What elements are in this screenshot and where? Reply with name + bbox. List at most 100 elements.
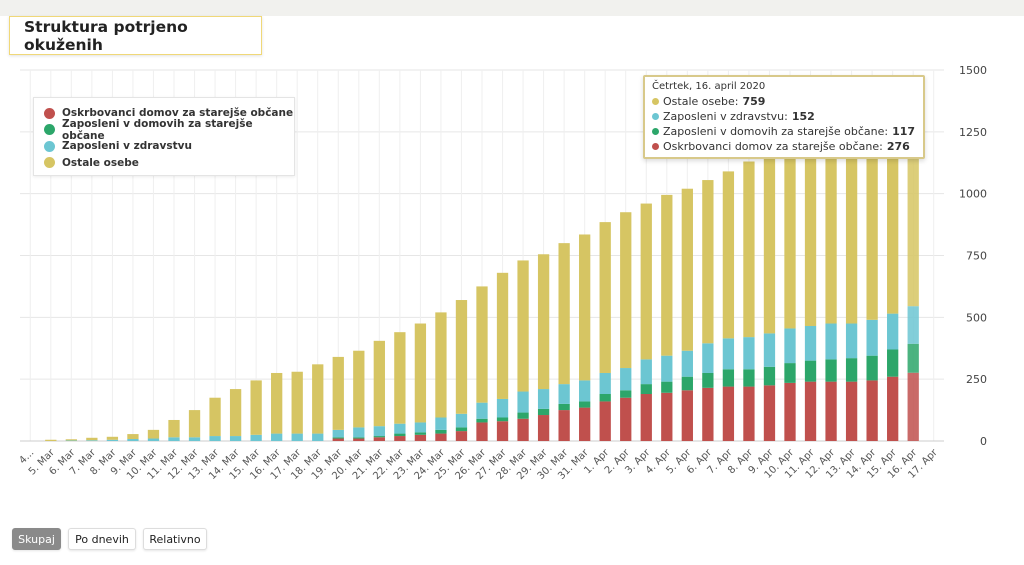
legend-item-ostale-osebe[interactable]: Ostale osebe [44, 155, 294, 172]
y-tick-label: 1500 [959, 64, 987, 77]
bar-segment [640, 203, 652, 360]
bar-segment [825, 359, 837, 382]
bar-segment [681, 188, 693, 351]
bar-segment [640, 384, 652, 395]
bar-segment [845, 105, 858, 324]
bar-segment [804, 325, 817, 361]
bar-segment [599, 394, 611, 402]
bar-segment [887, 349, 899, 377]
bar-segment [722, 338, 735, 370]
bar-segment [250, 434, 262, 441]
bar-segment [188, 410, 201, 438]
bar-segment [517, 418, 529, 441]
bar-segment [106, 439, 119, 441]
bar-segment [661, 194, 673, 356]
skupaj-button[interactable]: Skupaj [12, 528, 61, 550]
bar-segment [579, 401, 591, 408]
legend-item-zaposleni-zdravstvo[interactable]: Zaposleni v zdravstvu [44, 138, 294, 155]
relativno-button[interactable]: Relativno [143, 528, 207, 550]
bar-segment [188, 437, 201, 441]
tooltip-row: Oskrbovanci domov za starejše občane:276 [652, 139, 923, 154]
bar-segment [517, 391, 529, 413]
bar-segment [681, 376, 693, 391]
bar-segment [784, 382, 796, 441]
bar-segment [907, 118, 919, 307]
bar-segment [353, 437, 365, 439]
bar-segment [373, 426, 385, 437]
y-tick-label: 500 [966, 311, 987, 324]
bar-segment [455, 431, 468, 441]
bar-segment [271, 433, 283, 441]
bar-segment [353, 427, 365, 438]
bar-segment [455, 413, 468, 428]
bar-segment [496, 421, 509, 441]
po-dnevih-button[interactable]: Po dnevih [68, 528, 136, 550]
y-tick-label: 1000 [959, 188, 987, 201]
bar-segment [86, 440, 98, 441]
bar-segment [722, 386, 735, 441]
bar-segment [681, 390, 693, 441]
bar-segment [353, 350, 365, 428]
bar-segment [743, 337, 755, 370]
tooltip-value: 152 [791, 110, 815, 123]
bar-segment [414, 422, 427, 433]
bar-segment [312, 364, 324, 434]
y-tick-label: 0 [980, 435, 987, 448]
bar-segment [45, 439, 57, 441]
bar-segment [784, 135, 796, 329]
bar-segment [373, 436, 385, 438]
bar-segment [763, 366, 776, 386]
legend-item-oskrbovanci[interactable]: Oskrbovanci domov za starejše občane [44, 105, 294, 122]
bar-segment [558, 410, 570, 441]
bar-segment [599, 401, 611, 441]
bar-segment [804, 381, 817, 441]
bar-segment [599, 372, 611, 395]
bar-segment [907, 343, 919, 373]
bar-segment [332, 356, 344, 430]
bar-segment [866, 98, 878, 320]
tooltip-dot [652, 113, 659, 120]
bar-segment [661, 381, 673, 393]
bar-segment [599, 222, 611, 373]
tooltip-value: 117 [892, 125, 916, 138]
bar-segment [866, 355, 878, 381]
bar-segment [681, 350, 693, 377]
legend-item-zaposleni-domovi[interactable]: Zaposleni v domovih za starejše občane [44, 118, 294, 142]
bar-segment [537, 254, 550, 390]
tooltip-label: Oskrbovanci domov za starejše občane [663, 140, 880, 153]
bar-segment [106, 436, 119, 440]
tooltip-label: Ostale osebe [663, 95, 735, 108]
legend-dot [44, 107, 55, 119]
bar-segment [394, 423, 406, 434]
bar-segment [866, 319, 878, 356]
bar-segment [620, 368, 632, 391]
tooltip-dot [652, 128, 659, 135]
bar-segment [825, 114, 837, 324]
bar-segment [353, 438, 365, 441]
bar-segment [209, 397, 221, 437]
bar-segment [414, 432, 427, 435]
bar-segment [907, 372, 919, 441]
bar-segment [271, 372, 283, 434]
bar-segment [435, 312, 447, 418]
bar-segment [702, 372, 714, 388]
bar-segment [373, 437, 385, 441]
bar-segment [887, 376, 899, 441]
bar-segment [887, 83, 899, 314]
tooltip-dot [652, 143, 659, 150]
bar-segment [804, 125, 817, 326]
bar-segment [65, 439, 77, 441]
legend-dot [44, 157, 55, 169]
bar-segment [394, 436, 406, 441]
bar-segment [476, 418, 488, 423]
legend-label: Ostale osebe [62, 156, 139, 169]
bar-segment [661, 392, 673, 441]
bar-segment [127, 439, 139, 441]
bar-segment [517, 260, 529, 392]
bar-segment [702, 180, 714, 344]
bar-segment [845, 381, 858, 441]
bar-segment [825, 381, 837, 441]
legend-dot [44, 140, 55, 152]
bar-segment [558, 384, 570, 404]
bar-segment [476, 286, 488, 403]
